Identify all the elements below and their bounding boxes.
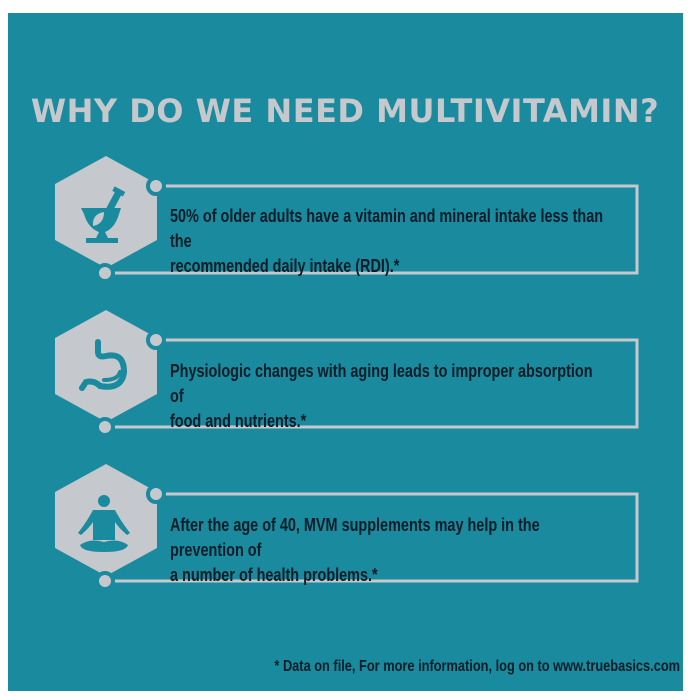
item-text-3: After the age of 40, MVM supplements may… [170, 512, 607, 587]
item-text-line: recommended daily intake (RDI).* [170, 255, 400, 276]
item-text-line: Physiologic changes with aging leads to … [170, 360, 593, 406]
item-frame-2 [55, 310, 639, 437]
item-frame-1 [55, 156, 639, 283]
hexagon-badge [55, 310, 157, 422]
footnote: * Data on file, For more information, lo… [274, 658, 680, 675]
item-text-line: 50% of older adults have a vitamin and m… [170, 205, 604, 251]
mortar-pestle-icon [81, 186, 126, 243]
meditation-person-icon [78, 495, 130, 552]
item-text-2: Physiologic changes with aging leads to … [170, 358, 607, 433]
page-title: WHY DO WE NEED MULTIVITAMIN? [30, 92, 660, 130]
item-text-line: a number of health problems.* [170, 564, 378, 585]
item-text-line: After the age of 40, MVM supplements may… [170, 514, 540, 560]
item-text-1: 50% of older adults have a vitamin and m… [170, 203, 607, 278]
item-frame-3 [55, 464, 639, 591]
item-text-line: food and nutrients.* [170, 410, 307, 431]
stomach-icon [79, 339, 128, 391]
